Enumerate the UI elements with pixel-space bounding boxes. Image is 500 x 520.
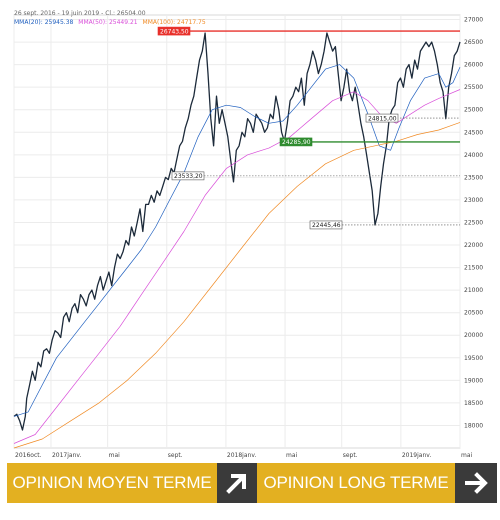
y-tick-label: 21000 <box>464 287 483 294</box>
plot-border <box>13 14 461 449</box>
y-tick-label: 20500 <box>464 310 483 317</box>
level-label-box <box>309 220 343 230</box>
y-tick-label: 25000 <box>464 107 483 114</box>
x-tick-label: mai <box>461 452 473 459</box>
y-tick-label: 21500 <box>464 265 483 272</box>
chart-canvas: 18000 18500 19000 19500 20000 20500 21000 21500… <box>13 14 483 459</box>
level-label: 26743,50 <box>160 28 189 35</box>
y-tick-label: 19000 <box>464 377 483 384</box>
chart-area: 18000 18500 19000 19500 20000 20500 21000 21500… <box>12 10 492 462</box>
opinion-long-term-button[interactable]: OPINION LONG TERME <box>257 463 497 503</box>
x-tick-label: 2019janv. <box>402 452 432 459</box>
x-tick-label: sept. <box>168 452 183 459</box>
series-line-cl <box>13 32 461 431</box>
level-label: 24285,90 <box>282 139 311 146</box>
legend-mma20: MMA(20): 25945.38 <box>14 19 74 26</box>
series-line-mma50 <box>13 89 461 444</box>
x-tick-label: mai <box>109 452 121 459</box>
level-label-box <box>171 171 205 181</box>
chart-legend: MMA(20): 25945.38 MMA(50): 25449.21 MMA(… <box>14 18 209 27</box>
arrow-right-icon <box>455 463 497 503</box>
y-tick-label: 22000 <box>464 242 483 249</box>
opinion-long-term-label: OPINION LONG TERME <box>257 463 455 503</box>
y-tick-label: 26000 <box>464 62 483 69</box>
y-tick-label: 18000 <box>464 422 483 429</box>
y-tick-label: 24500 <box>464 129 483 136</box>
level-label: 23533,20 <box>174 173 203 180</box>
x-tick-label: 2018janv. <box>227 452 257 459</box>
y-tick-label: 19500 <box>464 355 483 362</box>
y-tick-label: 25500 <box>464 84 483 91</box>
series-line-mma100 <box>13 122 461 449</box>
y-tick-label: 24000 <box>464 152 483 159</box>
y-tick-label: 23500 <box>464 174 483 181</box>
opinion-bar: OPINION MOYEN TERME OPINION LONG TERME <box>7 463 497 503</box>
level-label-box <box>279 137 313 147</box>
opinion-medium-term-label: OPINION MOYEN TERME <box>7 463 217 503</box>
y-tick-label: 26500 <box>464 39 483 46</box>
level-label: 22445,46 <box>312 222 341 229</box>
legend-mma50: MMA(50): 25449.21 <box>78 19 138 26</box>
opinion-medium-term-button[interactable]: OPINION MOYEN TERME <box>7 463 257 503</box>
x-tick-label: mai <box>286 452 298 459</box>
arrow-up-right-icon <box>217 463 257 503</box>
chart-header: 26 sept. 2016 - 19 juin 2019 - Cl.: 2650… <box>14 10 146 17</box>
level-label: 24815,00 <box>368 115 397 122</box>
legend-mma100: MMA(100): 24717.75 <box>142 19 206 26</box>
level-label-box <box>365 113 399 123</box>
x-tick-label: sept. <box>343 452 358 459</box>
y-tick-label: 23000 <box>464 197 483 204</box>
y-tick-label: 22500 <box>464 219 483 226</box>
x-tick-label: 2016oct. <box>15 452 42 459</box>
y-tick-label: 18500 <box>464 400 483 407</box>
x-tick-label: 2017janv. <box>52 452 82 459</box>
level-label-box <box>157 26 191 36</box>
y-tick-label: 27000 <box>464 17 483 24</box>
y-tick-label: 20000 <box>464 332 483 339</box>
